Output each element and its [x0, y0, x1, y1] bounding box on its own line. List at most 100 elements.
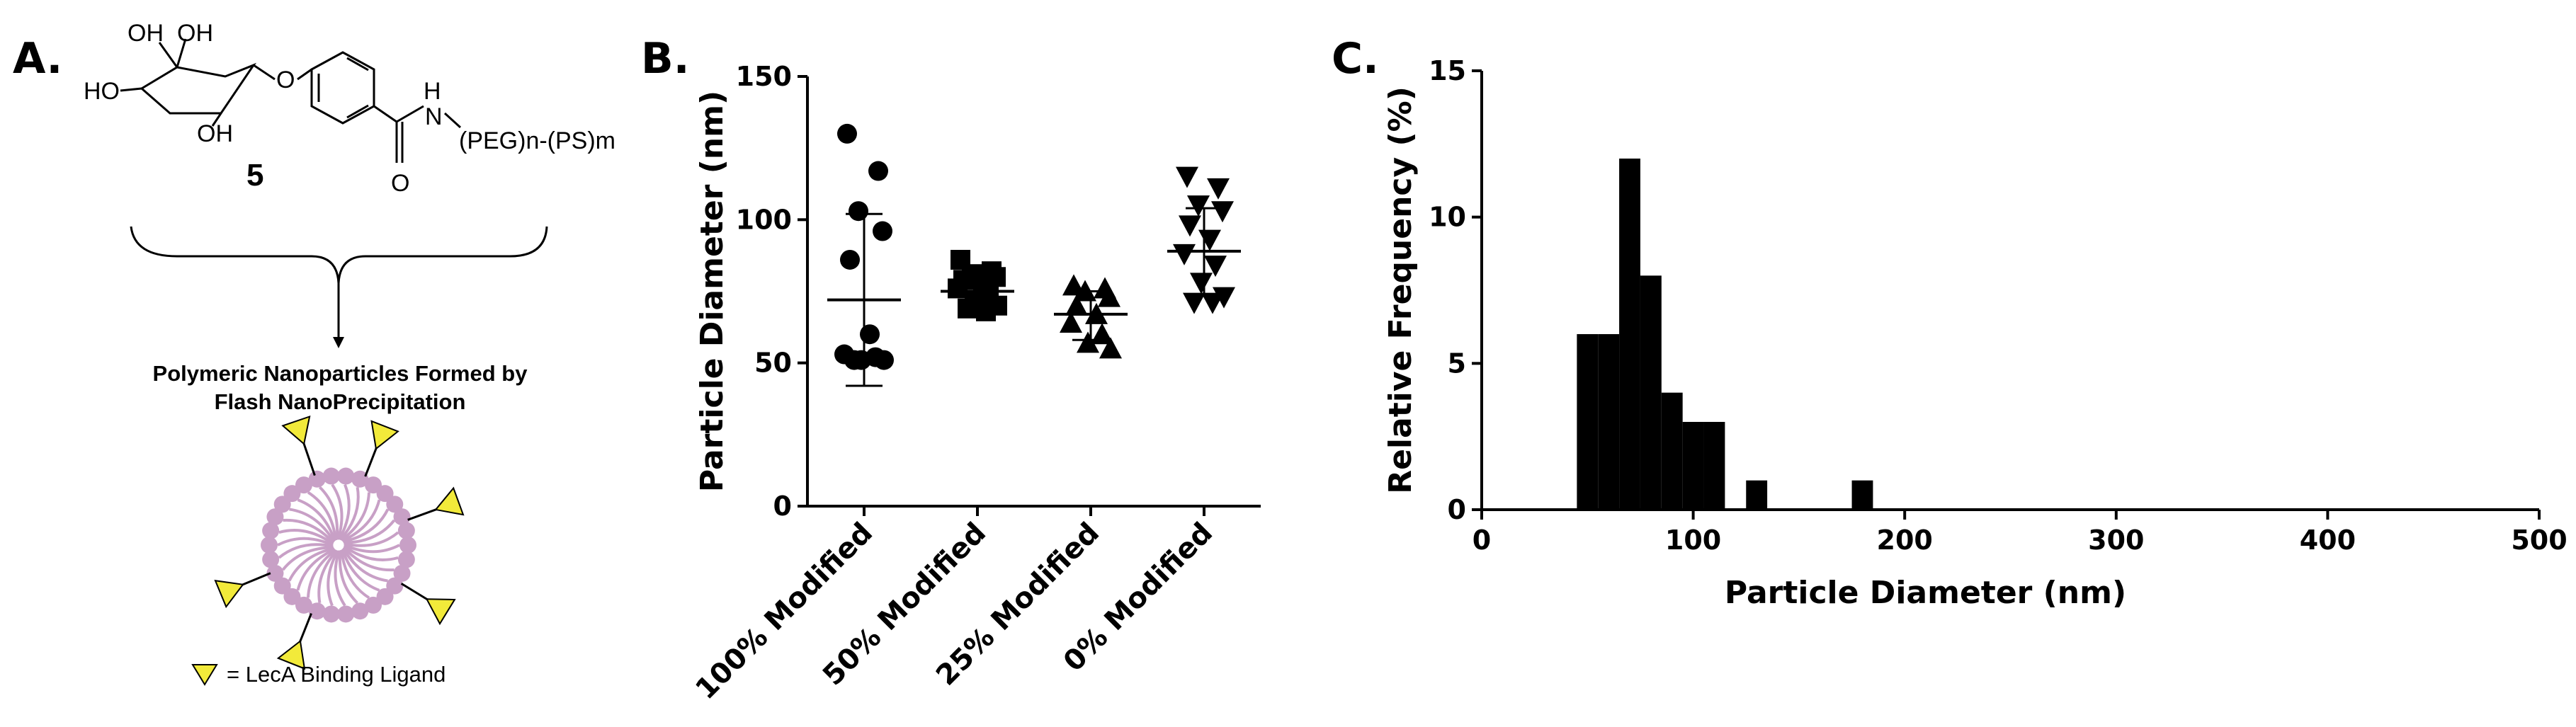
panel-label-c: C.: [1332, 34, 1379, 84]
lipid-tail: [296, 548, 336, 591]
lipid-head: [397, 522, 415, 539]
y-tick-label: 0: [773, 491, 792, 522]
data-point: [1176, 166, 1198, 188]
lipid-head: [397, 551, 415, 568]
data-point: [844, 350, 864, 370]
data-point: [1183, 292, 1205, 314]
y-tick-label: 50: [754, 348, 792, 379]
y-tick-label: 5: [1448, 348, 1466, 379]
curly-brace: [130, 226, 548, 284]
lipid-head: [262, 551, 280, 568]
lipid-tail: [307, 491, 337, 541]
chem-n: N: [425, 103, 443, 130]
lipid-head: [393, 564, 411, 582]
lipid-tail: [343, 545, 399, 561]
data-point: [840, 249, 860, 270]
data-point: [1173, 244, 1196, 265]
lipid-head: [337, 467, 355, 485]
histogram-bar: [1746, 480, 1768, 510]
lipid-tail: [289, 508, 336, 543]
lipid-head: [308, 470, 326, 488]
histogram-bar: [1682, 422, 1704, 510]
data-point: [1062, 274, 1085, 296]
lipid-head: [351, 470, 369, 488]
ligand-linker: [302, 440, 316, 476]
lipid-head: [273, 577, 291, 595]
data-point: [1065, 294, 1088, 316]
x-tick-label: 300: [2088, 525, 2144, 556]
lipid-tail: [341, 549, 380, 592]
data-point: [1211, 201, 1234, 223]
caption-line-2: Flash NanoPrecipitation: [214, 389, 466, 414]
lipid-head: [273, 496, 291, 513]
chem-o-link: O: [276, 67, 295, 93]
lipid-tail: [344, 531, 399, 547]
lipid-head: [283, 485, 301, 503]
histogram-bar: [1577, 334, 1599, 510]
chem-oh-2: OH: [177, 20, 213, 47]
data-point: [860, 324, 880, 345]
lipid-tail: [340, 492, 370, 542]
data-point: [868, 161, 888, 181]
histogram-bar: [1851, 480, 1873, 510]
data-point: [1098, 285, 1120, 307]
histogram-bar: [1661, 392, 1683, 510]
lipid-head: [376, 485, 394, 503]
lipid-tail: [342, 546, 395, 572]
lipid-tail: [327, 549, 339, 607]
lipid-head: [337, 605, 355, 623]
lipid-head: [393, 508, 411, 526]
data-point: [1077, 331, 1099, 353]
data-point: [849, 201, 868, 222]
lipid-head: [308, 602, 326, 620]
lipid-tail: [339, 486, 360, 541]
data-point: [1187, 195, 1210, 217]
x-tick-label: 400: [2300, 525, 2356, 556]
lipid-head: [295, 596, 312, 614]
panel-label-b: B.: [641, 34, 690, 84]
lipid-tail: [317, 549, 339, 604]
data-point: [1213, 287, 1235, 309]
chem-o-carbonyl: O: [391, 170, 409, 197]
lipid-head: [266, 564, 284, 582]
data-point: [1099, 337, 1122, 359]
lipid-head: [376, 588, 394, 605]
caption-line-1: Polymeric Nanoparticles Formed by: [152, 361, 528, 386]
chem-nh-h: H: [424, 78, 441, 105]
lipid-tail: [343, 508, 390, 544]
ligand-triangle: [276, 639, 306, 670]
data-point: [1190, 273, 1213, 294]
lipid-head: [322, 605, 340, 623]
x-tick-label: 0: [1473, 525, 1491, 556]
lipid-tail: [288, 546, 334, 582]
lipid-tail: [281, 546, 334, 571]
lipid-tail: [334, 550, 346, 607]
lipid-tail: [297, 498, 336, 542]
ligand-triangle: [281, 415, 311, 445]
y-axis-title: Relative Frequency (%): [1383, 86, 1419, 494]
y-tick-label: 15: [1429, 55, 1466, 86]
histogram-bar: [1598, 334, 1620, 510]
ligand-linker: [407, 508, 439, 521]
lipid-tail: [319, 486, 339, 540]
lipid-tail: [344, 544, 400, 554]
ligand-triangle: [214, 579, 244, 609]
lipid-tail: [344, 519, 396, 544]
data-point: [976, 301, 996, 321]
lipid-tail: [340, 549, 370, 600]
lipid-tail: [278, 543, 334, 559]
arrow-head: [333, 337, 344, 348]
data-point: [948, 278, 968, 299]
lipid-head: [351, 602, 369, 620]
galactose-ring: [120, 38, 312, 127]
lipid-tail: [307, 549, 337, 598]
ligand-legend-icon: [191, 664, 218, 686]
ligand-triangle: [370, 420, 399, 450]
lipid-head: [365, 596, 382, 614]
data-point: [873, 221, 892, 241]
ligand-triangle: [425, 598, 456, 626]
benzene-ring: [310, 51, 462, 163]
y-tick-label: 150: [736, 61, 792, 92]
histogram-bar: [1619, 159, 1640, 510]
data-point: [1179, 215, 1201, 237]
